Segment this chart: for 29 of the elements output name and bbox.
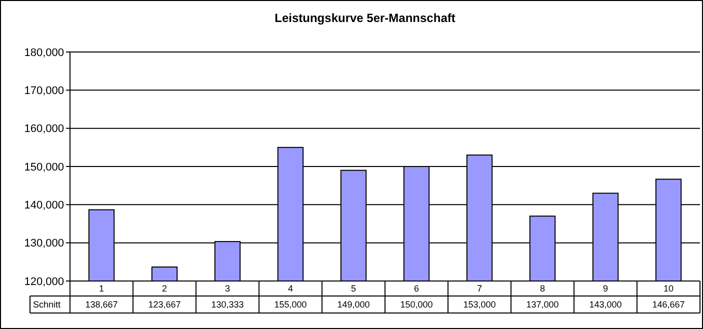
y-tick-label: 130,000 [24,238,64,250]
data-label: 130,333 [211,300,244,310]
x-tick-label: 6 [414,284,420,294]
x-tick-label: 4 [288,284,294,294]
chart-title: Leistungskurve 5er-Mannschaft [274,11,456,25]
y-tick-label: 180,000 [24,46,64,59]
x-tick-label: 8 [540,284,546,294]
data-label: 155,000 [274,300,307,310]
y-tick-label: 160,000 [24,123,64,136]
x-tick-label: 3 [224,284,230,294]
y-tick-label: 140,000 [24,200,64,212]
data-label: 146,667 [652,300,685,310]
data-label: 123,667 [148,300,181,310]
data-label: 149,000 [337,300,370,310]
y-tick-label: 150,000 [24,161,64,174]
legend-label: Schnitt [33,300,62,310]
data-label: 137,000 [526,300,559,310]
data-label: 150,000 [400,300,433,310]
y-tick-label: 170,000 [24,85,64,98]
x-tick-label: 9 [602,284,608,294]
data-label: 138,667 [85,300,118,310]
data-label: 143,000 [589,300,622,310]
y-tick-label: 120,000 [24,276,64,288]
x-tick-label: 10 [663,284,674,294]
x-tick-label: 7 [476,284,482,294]
x-tick-label: 2 [162,284,168,294]
data-label: 153,000 [463,300,496,310]
x-tick-label: 5 [350,284,356,294]
x-tick-label: 1 [98,284,104,294]
